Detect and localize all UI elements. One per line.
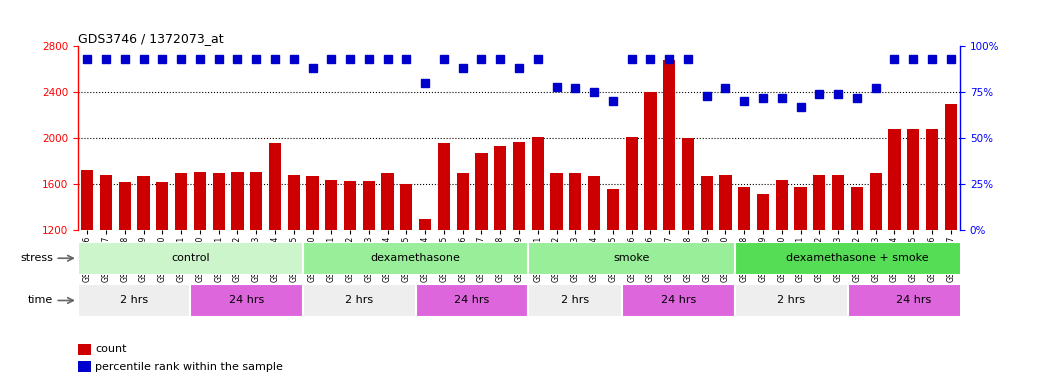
Bar bbox=[475, 153, 488, 369]
Bar bbox=[531, 137, 544, 369]
Bar bbox=[832, 175, 844, 369]
Bar bbox=[175, 173, 187, 369]
Bar bbox=[401, 184, 412, 369]
Bar bbox=[645, 92, 656, 369]
Bar bbox=[907, 129, 920, 369]
Bar bbox=[213, 173, 225, 369]
Bar bbox=[250, 172, 263, 369]
Bar bbox=[81, 170, 93, 369]
Bar bbox=[607, 189, 619, 369]
Bar bbox=[735, 242, 979, 275]
Bar bbox=[78, 361, 91, 372]
Text: percentile rank within the sample: percentile rank within the sample bbox=[95, 362, 283, 372]
Bar bbox=[794, 187, 807, 369]
Text: smoke: smoke bbox=[613, 253, 650, 263]
Text: 2 hrs: 2 hrs bbox=[120, 295, 148, 306]
Bar bbox=[588, 176, 600, 369]
Bar bbox=[735, 284, 847, 317]
Bar bbox=[194, 172, 206, 369]
Bar bbox=[528, 242, 735, 275]
Text: 24 hrs: 24 hrs bbox=[229, 295, 265, 306]
Bar bbox=[303, 284, 416, 317]
Bar bbox=[682, 138, 694, 369]
Bar bbox=[157, 182, 168, 369]
Bar bbox=[438, 143, 450, 369]
Bar bbox=[344, 181, 356, 369]
Bar bbox=[775, 180, 788, 369]
Bar bbox=[701, 176, 713, 369]
Bar bbox=[757, 194, 769, 369]
Text: dexamethasone: dexamethasone bbox=[371, 253, 461, 263]
Bar bbox=[78, 284, 191, 317]
Text: GDS3746 / 1372073_at: GDS3746 / 1372073_at bbox=[78, 32, 223, 45]
Bar bbox=[303, 242, 528, 275]
Text: 2 hrs: 2 hrs bbox=[562, 295, 590, 306]
Bar bbox=[231, 172, 244, 369]
Bar bbox=[870, 173, 881, 369]
Bar bbox=[78, 242, 303, 275]
Bar bbox=[663, 60, 676, 369]
Bar bbox=[513, 142, 525, 369]
Text: 2 hrs: 2 hrs bbox=[777, 295, 805, 306]
Bar bbox=[550, 173, 563, 369]
Text: 24 hrs: 24 hrs bbox=[661, 295, 696, 306]
Text: 24 hrs: 24 hrs bbox=[896, 295, 931, 306]
Bar bbox=[137, 176, 149, 369]
Bar bbox=[419, 219, 431, 369]
Text: count: count bbox=[95, 344, 127, 354]
Bar bbox=[191, 284, 303, 317]
Bar bbox=[457, 173, 469, 369]
Bar bbox=[889, 129, 901, 369]
Bar bbox=[926, 129, 938, 369]
Bar bbox=[738, 187, 750, 369]
Bar bbox=[528, 284, 622, 317]
Bar bbox=[622, 284, 735, 317]
Bar bbox=[719, 175, 732, 369]
Bar bbox=[847, 284, 979, 317]
Bar bbox=[813, 175, 825, 369]
Bar bbox=[269, 143, 281, 369]
Bar bbox=[416, 284, 528, 317]
Text: 2 hrs: 2 hrs bbox=[346, 295, 374, 306]
Text: time: time bbox=[28, 295, 53, 306]
Bar bbox=[626, 137, 637, 369]
Text: control: control bbox=[171, 253, 210, 263]
Bar bbox=[362, 181, 375, 369]
Bar bbox=[100, 175, 112, 369]
Bar bbox=[851, 187, 863, 369]
Bar bbox=[325, 180, 337, 369]
Text: stress: stress bbox=[21, 253, 53, 263]
Bar bbox=[382, 173, 393, 369]
Bar bbox=[306, 176, 319, 369]
Bar bbox=[118, 182, 131, 369]
Text: 24 hrs: 24 hrs bbox=[455, 295, 490, 306]
Bar bbox=[945, 104, 957, 369]
Bar bbox=[78, 344, 91, 355]
Text: dexamethasone + smoke: dexamethasone + smoke bbox=[786, 253, 928, 263]
Bar bbox=[494, 146, 507, 369]
Bar bbox=[569, 173, 581, 369]
Bar bbox=[288, 175, 300, 369]
